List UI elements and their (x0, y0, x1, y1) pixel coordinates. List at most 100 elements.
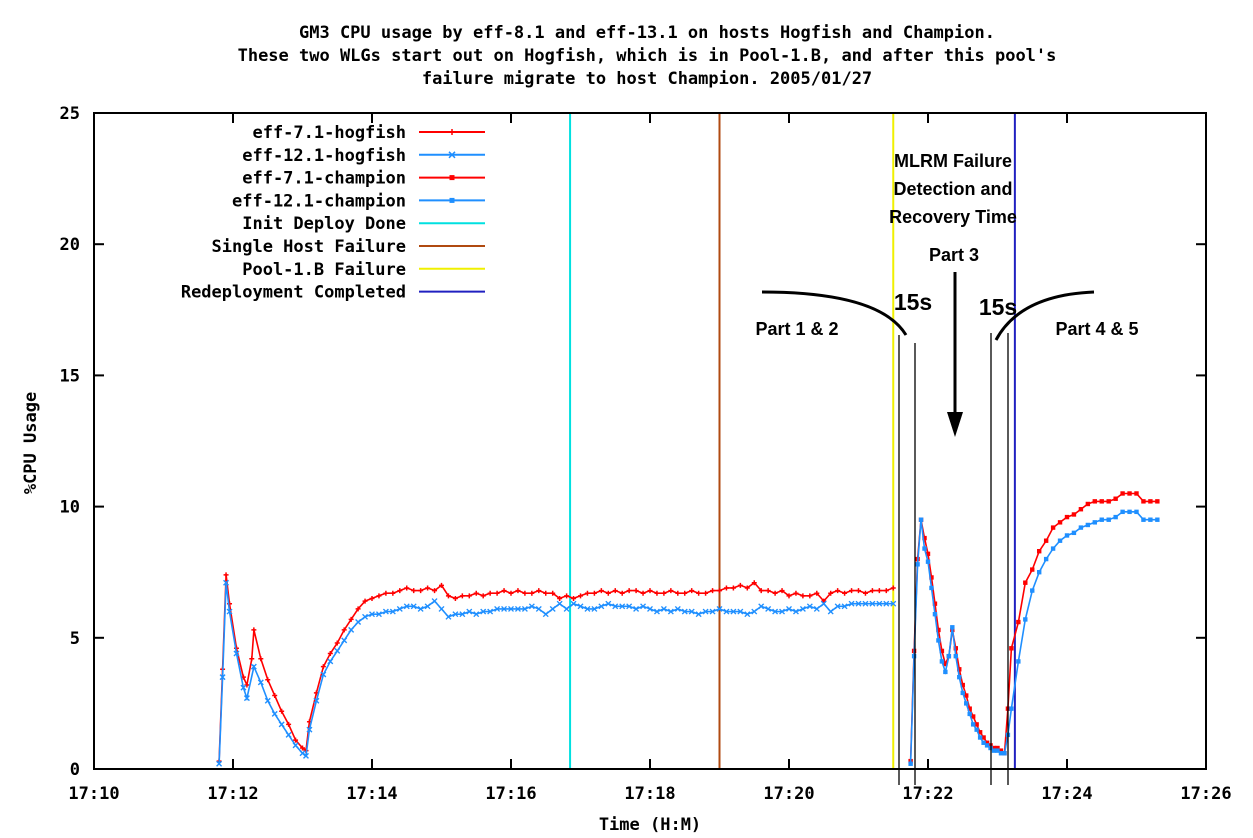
data-point (730, 585, 736, 591)
data-point (1016, 659, 1021, 664)
data-point (578, 593, 583, 599)
data-point (571, 595, 577, 601)
data-point (1037, 549, 1042, 554)
data-point (918, 517, 924, 522)
data-point (640, 590, 646, 596)
data-point (1078, 507, 1084, 512)
data-point (550, 590, 556, 596)
data-point (251, 627, 257, 633)
data-point (536, 588, 542, 594)
data-point (696, 590, 702, 596)
data-point (570, 600, 577, 607)
data-point (925, 551, 931, 557)
data-point (737, 608, 744, 615)
data-point (584, 590, 590, 596)
data-point (779, 588, 785, 594)
data-point (786, 593, 792, 599)
chart-title: GM3 CPU usage by eff-8.1 and eff-13.1 on… (238, 23, 1057, 89)
data-point (473, 590, 479, 596)
data-point (1071, 512, 1077, 517)
data-point (709, 608, 716, 615)
data-point (452, 611, 459, 618)
data-point (1043, 556, 1049, 562)
series-line (218, 582, 894, 764)
legend-label: eff-12.1-champion (232, 191, 406, 211)
data-point (936, 638, 941, 643)
data-point (272, 693, 278, 699)
series-line (218, 574, 894, 762)
x-tick-label: 17:12 (207, 784, 258, 804)
data-point (375, 611, 382, 618)
data-point (278, 721, 285, 728)
data-point (922, 535, 927, 541)
data-point (723, 608, 730, 615)
data-point (1099, 499, 1104, 504)
data-point (908, 761, 913, 766)
data-point (915, 562, 920, 567)
data-point (807, 593, 813, 599)
data-point (376, 593, 382, 599)
data-point (292, 742, 299, 749)
data-point (334, 640, 340, 646)
legend-label: Init Deploy Done (242, 214, 406, 234)
y-tick-label: 5 (70, 629, 80, 649)
data-point (932, 601, 938, 606)
data-point (806, 603, 813, 610)
data-point (765, 588, 771, 594)
data-point (549, 605, 556, 612)
data-point (943, 669, 948, 675)
data-point (535, 605, 542, 612)
event-lines (569, 114, 1016, 768)
data-point (1113, 496, 1118, 501)
data-point (758, 603, 765, 610)
data-point (1085, 522, 1091, 528)
data-point (751, 608, 758, 615)
data-point (960, 690, 965, 696)
data-point (1057, 538, 1063, 543)
data-point (970, 722, 976, 727)
data-point (438, 605, 445, 612)
data-point (772, 608, 779, 615)
data-point (404, 585, 410, 591)
data-point (957, 667, 962, 672)
data-point (974, 722, 979, 727)
annotations: MLRM Failure Detection and Recovery Time… (755, 151, 1139, 785)
series-eff-12.1-champion (908, 509, 1160, 766)
y-tick-label: 0 (70, 760, 80, 780)
data-point (995, 745, 1000, 751)
data-point (556, 600, 563, 607)
data-point (974, 727, 979, 732)
data-point (501, 588, 507, 594)
data-point (842, 590, 848, 596)
data-point (327, 658, 334, 665)
data-point (654, 590, 660, 596)
legend-marker (449, 129, 455, 135)
data-point (362, 598, 368, 604)
data-point (943, 661, 948, 667)
data-point (1064, 533, 1070, 538)
annotation-detection-line-1: MLRM Failure (894, 151, 1012, 171)
data-point (1023, 580, 1028, 585)
data-point (487, 608, 494, 615)
data-point (542, 611, 549, 618)
series-line (909, 511, 1158, 764)
data-point (439, 582, 444, 588)
data-point (883, 600, 890, 607)
data-point (369, 595, 375, 601)
data-point (418, 588, 424, 594)
x-tick-label: 17:16 (485, 784, 536, 804)
data-point (300, 745, 305, 751)
data-point (793, 590, 799, 596)
data-point (786, 605, 792, 612)
data-point (223, 572, 229, 578)
data-point (605, 590, 611, 596)
data-point (929, 585, 934, 591)
legend-item: eff-7.1-hogfish (252, 123, 485, 143)
title-line-3: failure migrate to host Champion. 2005/0… (422, 69, 872, 89)
legend-item: eff-12.1-champion (232, 191, 485, 211)
data-point (528, 603, 535, 610)
data-point (981, 740, 986, 745)
data-point (828, 590, 834, 596)
data-point (522, 590, 528, 596)
series-line (909, 492, 1158, 762)
